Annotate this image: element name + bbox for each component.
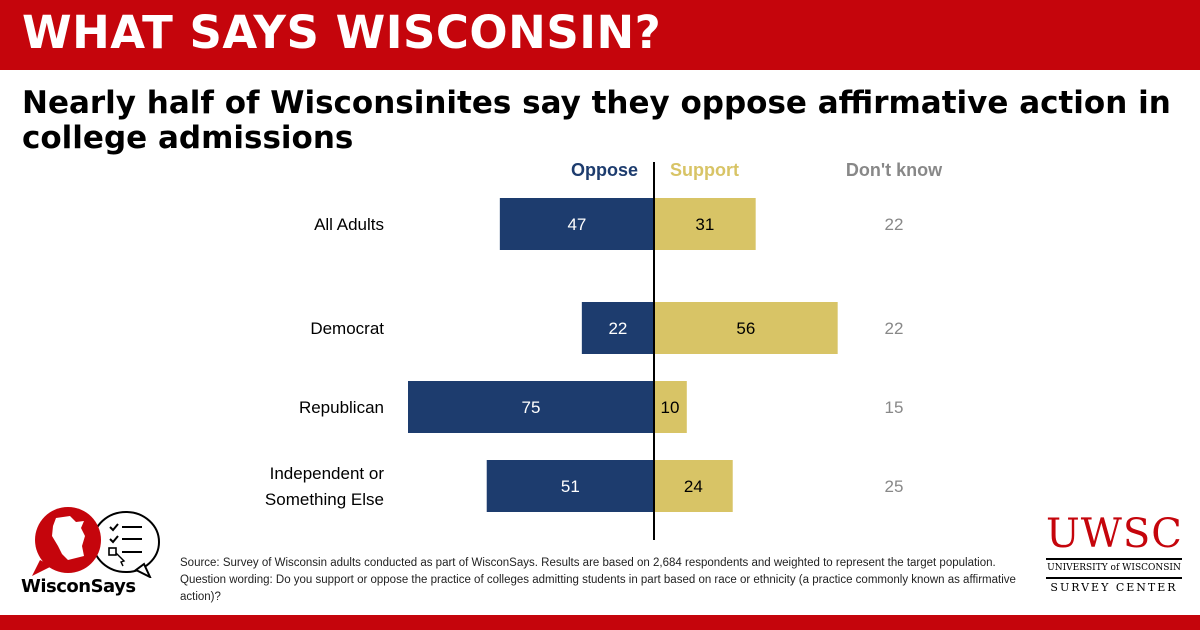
bar-oppose-label: 75 — [522, 398, 541, 417]
bar-oppose-label: 51 — [561, 477, 580, 496]
bar-oppose-label: 47 — [567, 215, 586, 234]
bar-oppose — [408, 381, 654, 433]
legend-dont-know: Don't know — [846, 160, 943, 180]
wisconsays-wordmark: WisconSays — [21, 576, 136, 597]
bar-support — [654, 198, 756, 250]
source-note: Source: Survey of Wisconsin adults condu… — [180, 557, 1016, 603]
uwsc-mark: UWSC — [1046, 511, 1183, 557]
uwsc-logo: UWSC UNIVERSITY of WISCONSIN SURVEY CENT… — [1046, 512, 1182, 604]
bar-support — [654, 302, 838, 354]
banner-title: WHAT SAYS WISCONSIN? — [22, 6, 662, 59]
bar-support — [654, 460, 733, 512]
bar-support-label: 31 — [695, 215, 714, 234]
dont-know-value: 22 — [885, 215, 904, 234]
category-label: All Adults — [314, 215, 384, 234]
bar-support-label: 24 — [684, 477, 703, 496]
category-label: Something Else — [265, 490, 384, 509]
speech-bubbles-icon — [32, 507, 160, 580]
bar-support — [654, 381, 687, 433]
bar-oppose — [581, 302, 654, 354]
category-label: Independent or — [270, 464, 385, 483]
header-banner: WHAT SAYS WISCONSIN? — [0, 0, 1200, 70]
page-headline: Nearly half of Wisconsinites say they op… — [22, 85, 1171, 156]
bar-oppose — [486, 460, 654, 512]
uwsc-survey-center-line: SURVEY CENTER — [1050, 581, 1178, 594]
bar-support-label: 56 — [736, 319, 755, 338]
dont-know-value: 25 — [885, 477, 904, 496]
legend-support: Support — [670, 160, 739, 180]
dont-know-value: 15 — [885, 398, 904, 417]
uwsc-university-line: UNIVERSITY of WISCONSIN — [1047, 563, 1181, 573]
logo-divider — [1046, 577, 1182, 579]
category-label: Democrat — [310, 319, 384, 338]
wisconsays-logo: WisconSays — [18, 506, 168, 606]
legend-oppose: Oppose — [571, 160, 638, 180]
category-label: Republican — [299, 398, 384, 417]
bar-support-label: 10 — [661, 398, 680, 417]
bar-oppose — [499, 198, 654, 250]
diverging-bar-chart: Oppose Support Don't know 47 31 22 All Adults 2… — [265, 160, 943, 540]
footer-bar — [0, 615, 1200, 630]
bar-oppose-label: 22 — [608, 319, 627, 338]
dont-know-value: 22 — [885, 319, 904, 338]
logo-divider — [1046, 558, 1182, 560]
